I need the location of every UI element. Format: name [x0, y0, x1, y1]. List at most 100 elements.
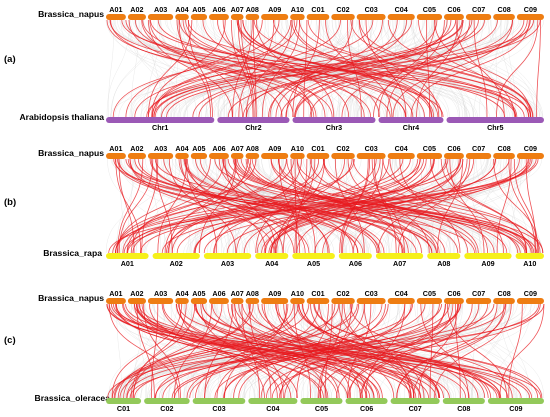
background-link — [173, 19, 353, 118]
syntenic-link — [180, 158, 266, 254]
background-link — [184, 19, 353, 118]
background-link — [204, 19, 269, 118]
background-link — [351, 158, 540, 254]
chromosome-c01 — [306, 298, 330, 304]
chromosome-label: A08 — [246, 289, 259, 298]
syntenic-link — [151, 19, 341, 118]
chromosome-label: A08 — [246, 5, 259, 14]
chromosome-label: C01 — [311, 144, 324, 153]
background-link — [478, 19, 502, 118]
syntenic-link — [157, 158, 187, 254]
background-link — [302, 158, 507, 254]
background-link — [138, 303, 177, 399]
background-link — [287, 303, 518, 399]
synteny-links — [105, 158, 544, 254]
background-link — [184, 19, 248, 118]
chromosome-label: C05 — [423, 144, 436, 153]
syntenic-link — [363, 303, 411, 399]
chromosome-label: A05 — [192, 289, 205, 298]
background-link — [473, 303, 545, 399]
chromosome-a09 — [261, 298, 289, 304]
syntenic-link — [278, 158, 495, 254]
chromosome-c09 — [516, 298, 544, 304]
chromosome-a03 — [203, 253, 252, 259]
syntenic-link — [396, 303, 507, 399]
syntenic-link — [418, 303, 458, 399]
bottom-species-label: Brassica_rapa — [43, 248, 102, 258]
bottom-species-label: Arabidopsis thaliana — [19, 112, 104, 122]
background-link — [109, 19, 220, 118]
syntenic-link — [410, 19, 530, 118]
syntenic-link — [420, 303, 469, 399]
syntenic-link — [429, 303, 434, 399]
chromosome-label: C06 — [447, 5, 460, 14]
panel-label: (a) — [4, 54, 16, 65]
syntenic-link — [293, 19, 443, 118]
panel-label: (c) — [4, 335, 16, 346]
chromosome-a10 — [290, 298, 305, 304]
syntenic-link — [273, 19, 518, 118]
chromosome-a01 — [106, 253, 149, 259]
top-chromosomes: A01 A02 A03 A04 A05 A06 A07 A08 A09 A10 C01 C02 C03 C… — [106, 5, 544, 20]
chromosome-label: C09 — [524, 289, 537, 298]
syntenic-link — [151, 303, 159, 399]
chromosome-a05 — [190, 153, 208, 159]
chromosome-label: A02 — [130, 144, 143, 153]
syntenic-link — [143, 303, 181, 399]
syntenic-link — [193, 158, 447, 254]
syntenic-link — [493, 158, 539, 254]
top-species-label: Brassica_napus — [38, 9, 104, 19]
chromosome-c03 — [356, 153, 386, 159]
syntenic-link — [296, 158, 435, 254]
chromosome-label: C02 — [336, 289, 349, 298]
background-link — [130, 303, 155, 399]
syntenic-link — [499, 303, 545, 399]
syntenic-link — [188, 19, 213, 118]
background-link — [492, 158, 519, 254]
chromosome-label: A06 — [212, 5, 225, 14]
top-species-label: Brassica_napus — [38, 148, 104, 158]
syntenic-link — [166, 19, 534, 118]
chromosome-c05 — [416, 153, 443, 159]
syntenic-link — [178, 158, 295, 254]
syntenic-link — [256, 158, 427, 254]
chromosome-label: A05 — [192, 144, 205, 153]
chromosome-label: A03 — [154, 5, 167, 14]
chromosome-chr4 — [378, 117, 444, 123]
chromosome-a04 — [175, 153, 189, 159]
background-link — [149, 19, 163, 118]
chromosome-label: C09 — [524, 144, 537, 153]
background-link — [106, 19, 130, 118]
syntenic-link — [271, 303, 541, 399]
chromosome-c07 — [465, 153, 492, 159]
background-link — [111, 303, 256, 399]
chromosome-c02 — [331, 153, 355, 159]
chromosome-label: A07 — [231, 289, 244, 298]
chromosome-a01 — [106, 153, 126, 159]
syntenic-link — [115, 158, 257, 254]
chromosome-c04 — [248, 398, 298, 404]
syntenic-link — [161, 303, 329, 399]
chromosome-label: C07 — [409, 404, 422, 412]
syntenic-link — [233, 303, 359, 399]
chromosome-a07 — [230, 298, 244, 304]
chromosome-label: A04 — [265, 259, 278, 268]
syntenic-link — [127, 158, 417, 254]
syntenic-link — [153, 19, 464, 118]
chromosome-c07 — [465, 298, 492, 304]
syntenic-link — [365, 19, 407, 118]
chromosome-chr2 — [217, 117, 290, 123]
chromosome-label: A01 — [121, 259, 134, 268]
chromosome-c03 — [356, 298, 386, 304]
syntenic-link — [136, 303, 155, 399]
chromosome-label: C09 — [509, 404, 522, 412]
syntenic-link — [157, 19, 505, 118]
chromosome-label: C02 — [336, 5, 349, 14]
bottom-chromosomes: C01 C02 C03 C04 C05 C06 C07 C08 C09 — [106, 398, 544, 413]
background-link — [320, 19, 530, 118]
chromosome-label: C08 — [498, 5, 511, 14]
chromosome-a02 — [127, 14, 146, 20]
chromosome-chr5 — [446, 117, 544, 123]
syntenic-link — [173, 303, 212, 399]
syntenic-link — [236, 158, 544, 254]
